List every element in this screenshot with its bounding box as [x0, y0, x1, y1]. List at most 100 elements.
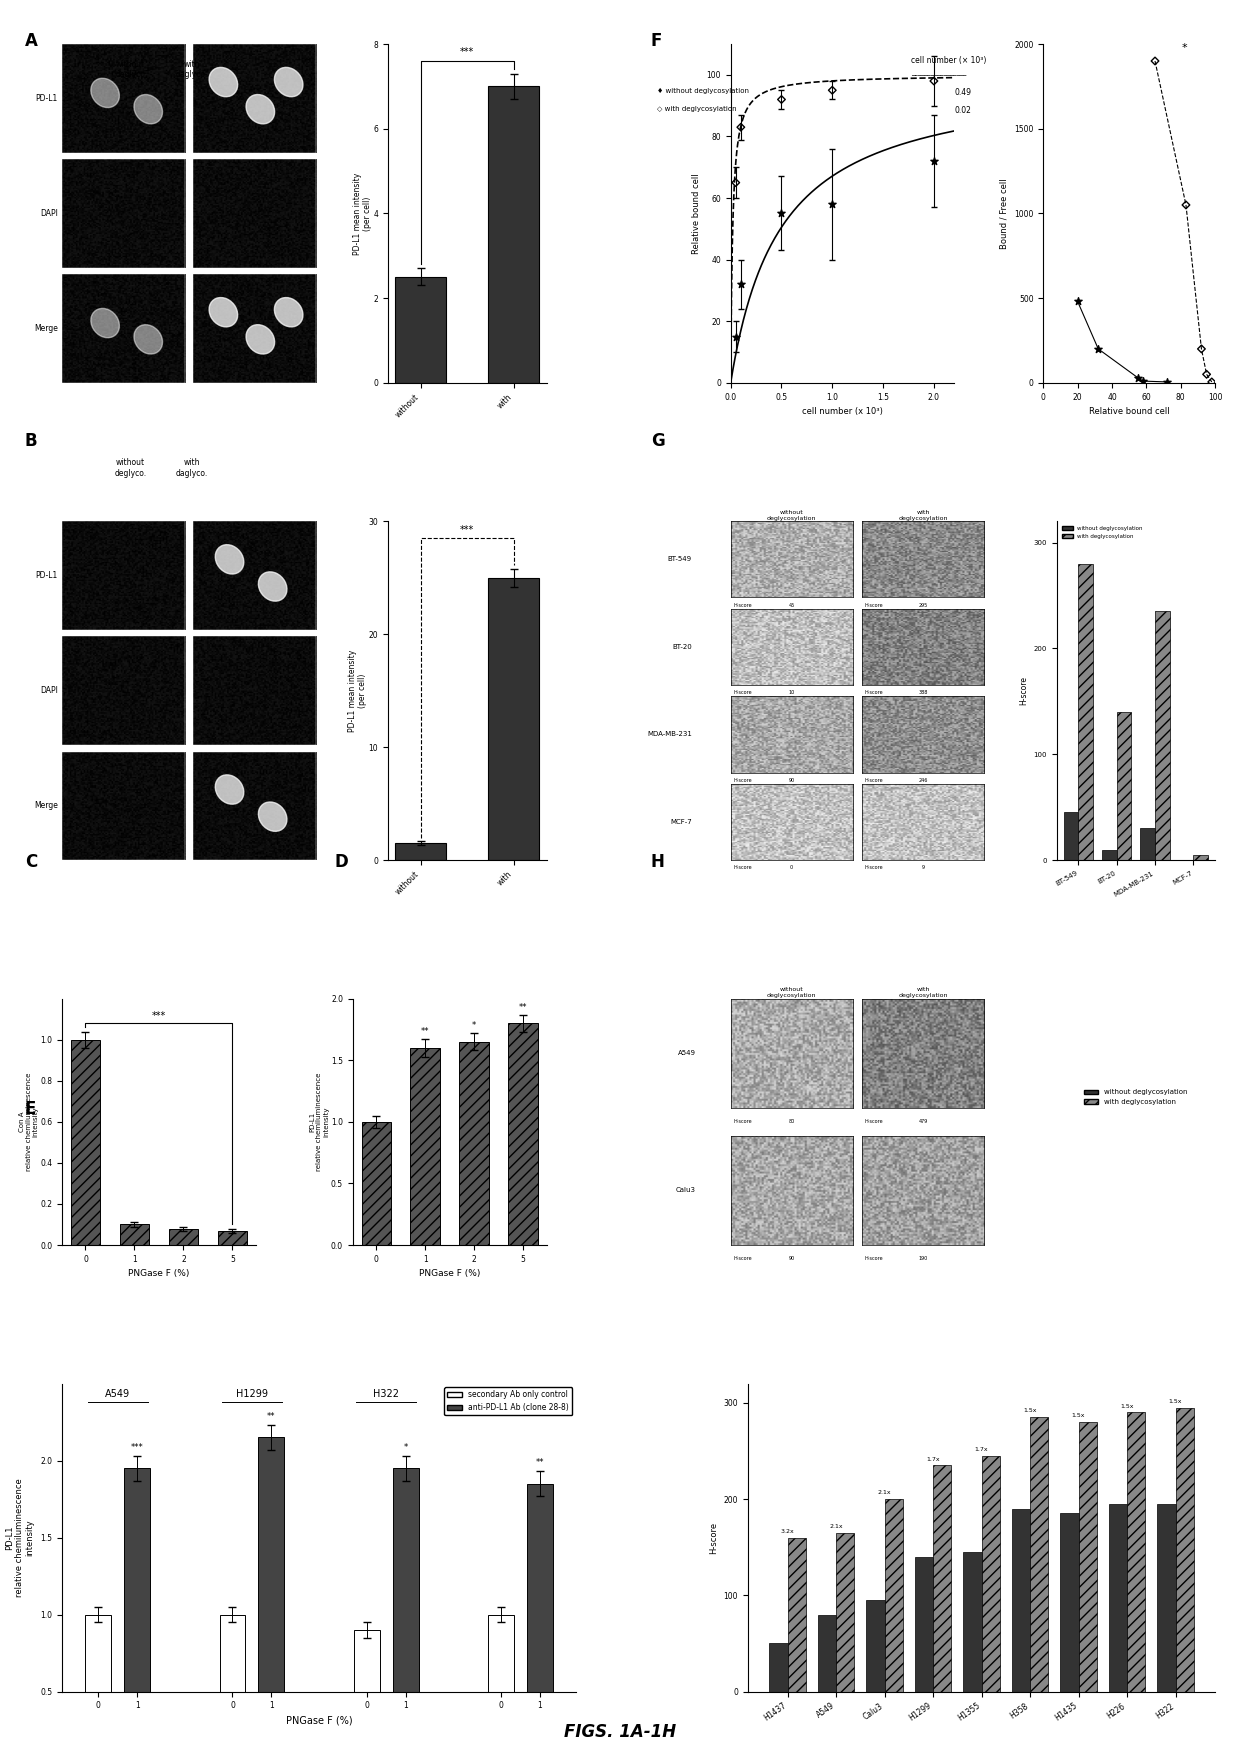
X-axis label: PNGase F (%): PNGase F (%)	[419, 1269, 480, 1277]
Text: H-score: H-score	[864, 603, 883, 608]
Text: H: H	[651, 853, 665, 870]
Y-axis label: Relative bound cell: Relative bound cell	[692, 173, 701, 254]
Bar	[1176, 1408, 1194, 1692]
Text: without
deglyco.: without deglyco.	[114, 458, 146, 478]
Bar	[86, 1614, 112, 1762]
Bar	[508, 1024, 538, 1246]
Point	[1133, 366, 1153, 395]
Y-axis label: Merge: Merge	[33, 324, 58, 333]
Bar	[353, 1630, 379, 1762]
Point	[725, 169, 745, 197]
Text: H-score: H-score	[733, 777, 751, 782]
Bar	[1156, 611, 1169, 860]
Ellipse shape	[91, 78, 119, 107]
Title: without
deglycosylation: without deglycosylation	[766, 987, 816, 999]
Bar	[769, 1644, 787, 1692]
Bar	[866, 1600, 884, 1692]
Text: *: *	[403, 1443, 408, 1452]
Bar	[982, 1455, 999, 1692]
Text: H-score: H-score	[733, 865, 751, 870]
Text: 0: 0	[790, 865, 794, 870]
Title: with
deglycosylation: with deglycosylation	[899, 511, 949, 522]
Point	[771, 85, 791, 113]
Y-axis label: PD-L1 mean intensity
(per cell): PD-L1 mean intensity (per cell)	[347, 650, 367, 731]
Text: 1.7x: 1.7x	[926, 1457, 940, 1461]
Ellipse shape	[246, 95, 274, 123]
Point	[1128, 363, 1148, 391]
Bar	[1109, 1505, 1127, 1692]
Point	[730, 270, 750, 298]
Ellipse shape	[246, 324, 274, 354]
Bar	[258, 1438, 284, 1762]
Y-axis label: MCF-7: MCF-7	[670, 819, 692, 825]
Y-axis label: PD-L1: PD-L1	[36, 93, 58, 102]
Text: ***: ***	[460, 46, 475, 56]
Y-axis label: Calu3: Calu3	[676, 1188, 696, 1193]
Point	[1157, 368, 1177, 396]
Ellipse shape	[91, 308, 119, 338]
Point	[1089, 335, 1109, 363]
Text: H-score: H-score	[864, 1256, 883, 1262]
Bar	[459, 1041, 489, 1246]
Text: 1.5x: 1.5x	[1169, 1399, 1182, 1404]
Title: with
deglycosylation: with deglycosylation	[899, 987, 949, 999]
Bar	[787, 1538, 806, 1692]
Ellipse shape	[134, 95, 162, 123]
Text: 10: 10	[789, 691, 795, 696]
X-axis label: PNGase F (%): PNGase F (%)	[285, 1716, 352, 1725]
Y-axis label: A549: A549	[678, 1050, 696, 1057]
Point	[822, 190, 842, 218]
Bar	[393, 1468, 419, 1762]
Point	[1192, 335, 1211, 363]
Point	[924, 146, 944, 174]
Bar	[169, 1228, 198, 1246]
Text: F: F	[651, 32, 662, 49]
Text: 0.49: 0.49	[955, 88, 972, 97]
Y-axis label: PD-L1 mean intensity
(per cell): PD-L1 mean intensity (per cell)	[352, 173, 372, 254]
Text: ◇ with deglycosylation: ◇ with deglycosylation	[657, 106, 737, 111]
Bar	[396, 277, 446, 382]
Bar	[1012, 1508, 1030, 1692]
Text: H-score: H-score	[733, 1119, 751, 1124]
Bar	[932, 1466, 951, 1692]
Bar	[410, 1048, 440, 1246]
Text: H226: H226	[507, 1390, 533, 1399]
X-axis label: cell number (x 10³): cell number (x 10³)	[802, 407, 883, 416]
Bar	[1127, 1413, 1146, 1692]
Text: 9: 9	[921, 865, 925, 870]
Y-axis label: DAPI: DAPI	[40, 685, 58, 696]
Point	[1176, 190, 1195, 218]
Legend: secondary Ab only control, anti-PD-L1 Ab (clone 28-8): secondary Ab only control, anti-PD-L1 Ab…	[444, 1387, 573, 1415]
Point	[924, 67, 944, 95]
Ellipse shape	[258, 573, 286, 601]
Point	[1197, 359, 1216, 388]
Ellipse shape	[274, 298, 303, 328]
Ellipse shape	[210, 67, 238, 97]
Text: H-score: H-score	[864, 1119, 883, 1124]
Bar	[1030, 1417, 1049, 1692]
Y-axis label: Merge: Merge	[33, 802, 58, 811]
Text: H-score: H-score	[733, 603, 751, 608]
Text: *: *	[1182, 42, 1187, 53]
Text: 80: 80	[789, 1119, 795, 1124]
Bar	[120, 1225, 149, 1246]
Text: **: **	[420, 1027, 429, 1036]
Text: 388: 388	[919, 691, 928, 696]
Text: E: E	[25, 1099, 36, 1117]
Bar	[1102, 849, 1117, 860]
Ellipse shape	[274, 67, 303, 97]
Text: G: G	[651, 432, 665, 449]
Ellipse shape	[216, 775, 244, 803]
Text: ***: ***	[131, 1443, 144, 1452]
Text: ***: ***	[151, 1011, 166, 1022]
Text: C: C	[25, 853, 37, 870]
X-axis label: Relative bound cell: Relative bound cell	[1089, 407, 1169, 416]
Text: without
deglyco: without deglyco	[115, 60, 145, 79]
X-axis label: PNGase F (%): PNGase F (%)	[128, 1269, 190, 1277]
Point	[1068, 287, 1087, 315]
Bar	[836, 1533, 854, 1692]
Ellipse shape	[216, 544, 244, 574]
Text: 1.5x: 1.5x	[1023, 1408, 1037, 1413]
Text: cell number (× 10³): cell number (× 10³)	[911, 56, 987, 65]
Text: FIGS. 1A-1H: FIGS. 1A-1H	[564, 1723, 676, 1741]
